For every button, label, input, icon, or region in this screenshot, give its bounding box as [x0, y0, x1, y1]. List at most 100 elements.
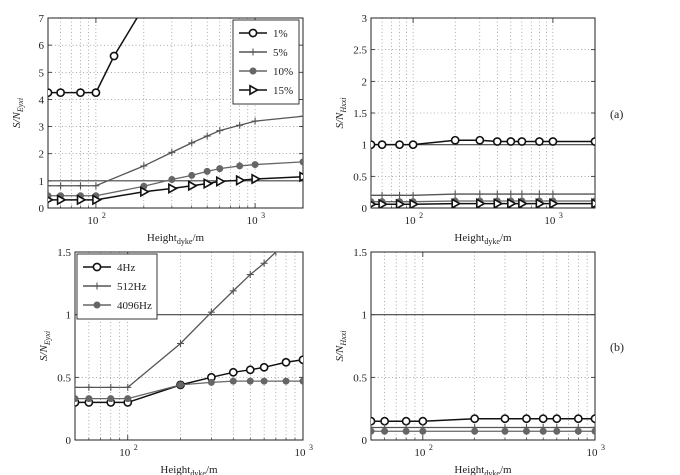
data-point [401, 416, 411, 426]
data-point [107, 383, 115, 391]
y-tick-label: 0 [362, 435, 368, 447]
legend-item: 4Hz [83, 262, 135, 274]
data-point [246, 271, 254, 279]
data-point [549, 190, 557, 198]
data-point [371, 140, 376, 150]
grid-lines [371, 18, 595, 208]
data-point [451, 198, 462, 208]
legend-item: 15% [239, 84, 293, 97]
data-point [539, 427, 547, 435]
data-point [553, 427, 561, 435]
data-point [229, 287, 237, 295]
series-line-1 [371, 135, 595, 150]
legend-marker [92, 262, 102, 272]
data-point [168, 182, 178, 195]
data-point [75, 395, 79, 403]
data-point [470, 414, 480, 424]
y-axis-label: S/NHxxi [334, 330, 348, 361]
legend-label: 15% [273, 85, 293, 97]
y-tick-label: 0.5 [57, 372, 71, 384]
y-axis-label: S/NEyxi [38, 331, 52, 361]
series-4Hz [75, 355, 303, 407]
data-point [259, 362, 269, 372]
data-point [402, 427, 410, 435]
series-5% [48, 112, 303, 190]
data-point [507, 198, 517, 208]
data-point [187, 180, 198, 192]
data-point [475, 135, 485, 145]
data-point [501, 427, 509, 435]
series-line-3 [371, 427, 595, 435]
y-tick-label: 6 [39, 40, 45, 52]
data-point [177, 381, 185, 389]
legend-label: 5% [273, 47, 288, 59]
data-point [216, 165, 224, 173]
legend-item: 512Hz [83, 281, 146, 293]
data-point [228, 367, 238, 377]
x-tick-label: 10 [587, 447, 599, 459]
data-point [590, 414, 595, 424]
data-point [236, 162, 244, 170]
data-point [216, 127, 224, 135]
data-point [591, 190, 595, 198]
series-line [48, 18, 138, 94]
data-point [573, 414, 583, 424]
data-point [450, 135, 460, 145]
data-point [48, 182, 52, 190]
data-point [298, 355, 303, 365]
y-tick-label: 1.5 [353, 108, 367, 120]
data-point [215, 175, 226, 187]
data-point [517, 137, 527, 146]
data-point [552, 414, 562, 424]
data-point [246, 377, 254, 385]
data-point [177, 339, 185, 347]
data-point [381, 427, 389, 435]
y-tick-label: 0.5 [353, 171, 367, 183]
data-point [85, 383, 93, 391]
legend-marker [93, 282, 101, 290]
data-point [235, 174, 246, 186]
data-point [548, 137, 558, 146]
data-point [48, 88, 53, 98]
x-tick-label: 10 [295, 447, 307, 459]
data-point [380, 416, 390, 426]
data-point [251, 161, 259, 169]
data-point [518, 198, 529, 208]
data-point [251, 117, 259, 125]
series-line-2 [371, 190, 595, 199]
y-tick-label: 1.5 [353, 247, 367, 259]
y-tick-label: 2 [362, 76, 368, 88]
y-tick-label: 3 [362, 13, 368, 25]
legend-marker [249, 84, 260, 96]
data-point [203, 132, 211, 140]
data-point [522, 414, 531, 424]
data-point [493, 190, 501, 198]
data-point [92, 194, 103, 206]
legend-label: 4096Hz [117, 300, 152, 312]
data-point [409, 198, 420, 208]
data-point [518, 190, 526, 198]
x-tick-label: 10 [247, 215, 259, 227]
data-point [140, 162, 148, 170]
data-point [137, 9, 144, 16]
x-tick-label: 10 [544, 215, 556, 227]
y-tick-label: 0 [39, 203, 45, 215]
data-point [371, 191, 375, 199]
y-tick-label: 1 [39, 176, 45, 188]
plot-content [75, 252, 303, 407]
data-point [229, 377, 237, 385]
legend: 4Hz 512Hz 4096Hz [76, 253, 158, 320]
data-point [471, 427, 479, 435]
legend-marker [93, 301, 101, 309]
data-point [371, 416, 376, 426]
data-point [260, 377, 268, 385]
x-tick-label: 10 [119, 447, 131, 459]
data-point [299, 377, 303, 385]
data-point [506, 137, 516, 146]
data-point [377, 140, 387, 150]
data-point [418, 416, 428, 426]
data-point [538, 414, 548, 424]
legend-marker [249, 48, 257, 56]
data-point [281, 357, 291, 367]
